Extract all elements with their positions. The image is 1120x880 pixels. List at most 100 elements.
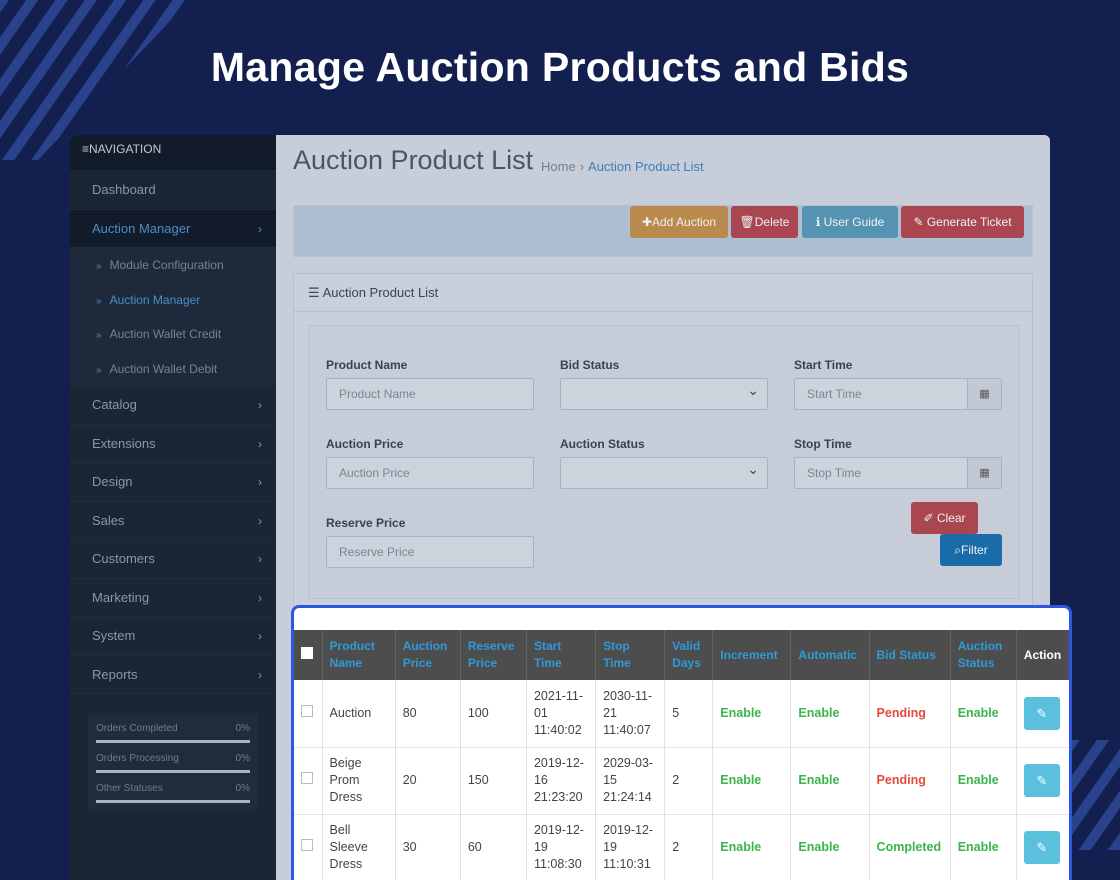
- chevron-right-icon: ›: [258, 475, 262, 489]
- start-time-input[interactable]: Start Time ▦: [794, 378, 1002, 410]
- breadcrumb-home[interactable]: Home: [541, 159, 576, 174]
- column-header[interactable]: Increment: [712, 630, 792, 680]
- column-header[interactable]: Auction Status: [950, 630, 1017, 680]
- column-header[interactable]: Product Name: [322, 630, 396, 680]
- sidebar-item-marketing[interactable]: Marketing ›: [70, 579, 276, 617]
- reserve-price-cell: 150: [460, 747, 527, 815]
- sidebar-subitem-module-configuration[interactable]: » Module Configuration: [70, 248, 276, 283]
- progress-bar: [96, 770, 250, 773]
- column-header[interactable]: Stop Time: [595, 630, 666, 680]
- sidebar-item-catalog[interactable]: Catalog ›: [70, 386, 276, 425]
- bid-status-cell: Pending: [869, 680, 951, 748]
- column-header[interactable]: Reserve Price: [460, 630, 527, 680]
- product-name-cell: Auction: [322, 680, 396, 748]
- column-header-action: Action: [1016, 630, 1069, 680]
- reserve-price-input[interactable]: Reserve Price: [326, 536, 534, 568]
- product-name-input[interactable]: Product Name: [326, 378, 534, 410]
- column-header[interactable]: Start Time: [526, 630, 597, 680]
- bid-status-label: Bid Status: [560, 358, 620, 372]
- progress-bar: [96, 800, 250, 803]
- edit-pencil-icon[interactable]: ✎: [1023, 696, 1060, 730]
- bid-status-cell: Completed: [869, 814, 951, 880]
- stop-time-cell: 2019-12-19 11:10:31: [595, 814, 666, 880]
- auction-price-input[interactable]: Auction Price: [326, 457, 534, 489]
- start-time-label: Start Time: [794, 358, 853, 372]
- auction-price-label: Auction Price: [326, 437, 404, 451]
- row-checkbox[interactable]: [301, 772, 313, 784]
- product-name-cell: Beige Prom Dress: [322, 747, 396, 815]
- stop-time-input[interactable]: Stop Time ▦: [794, 457, 1002, 489]
- start-time-cell: 2021-11-01 11:40:02: [526, 680, 597, 748]
- column-header[interactable]: Valid Days: [664, 630, 714, 680]
- valid-days-cell: 2: [664, 747, 714, 815]
- auction-status-select[interactable]: [560, 454, 768, 489]
- sidebar-item-customers[interactable]: Customers ›: [70, 540, 276, 579]
- nav-header[interactable]: ≡NAVIGATION: [70, 135, 276, 171]
- auction-status-cell: Enable: [950, 814, 1017, 880]
- valid-days-cell: 5: [664, 680, 714, 748]
- start-time-cell: 2019-12-19 11:08:30: [526, 814, 597, 880]
- chevron-right-icon: ›: [258, 552, 262, 566]
- sidebar-item-sales[interactable]: Sales ›: [70, 502, 276, 540]
- panel-header: ☰ Auction Product List: [294, 274, 1032, 312]
- table-header-row: Product Name Auction Price Reserve Price…: [294, 630, 1069, 680]
- progress-bar: [96, 740, 250, 743]
- sidebar-subitem-auction-wallet-credit[interactable]: » Auction Wallet Credit: [70, 317, 276, 352]
- chevron-right-icon: ›: [258, 590, 262, 605]
- product-name-cell: Bell Sleeve Dress: [322, 814, 396, 880]
- calendar-icon[interactable]: ▦: [967, 458, 1001, 488]
- chevron-right-icon: ›: [258, 513, 262, 528]
- search-icon: ⌕: [954, 543, 962, 557]
- select-all-checkbox[interactable]: [301, 646, 313, 659]
- column-header[interactable]: Bid Status: [869, 630, 951, 680]
- plus-icon: ✚: [641, 215, 652, 229]
- reserve-price-label: Reserve Price: [326, 516, 406, 530]
- page-title: Auction Product List: [293, 145, 534, 175]
- row-checkbox[interactable]: [301, 704, 313, 717]
- bid-status-cell: Pending: [869, 747, 951, 815]
- action-cell: ✎: [1016, 747, 1069, 815]
- row-checkbox[interactable]: [301, 839, 313, 851]
- increment-cell: Enable: [712, 747, 792, 815]
- clear-button[interactable]: ✐ Clear: [911, 502, 978, 534]
- add-auction-button[interactable]: ✚Add Auction: [630, 206, 728, 238]
- sidebar-item-reports[interactable]: Reports ›: [70, 656, 276, 694]
- generate-ticket-button[interactable]: ✎ Generate Ticket: [901, 206, 1024, 238]
- column-header[interactable]: Auction Price: [395, 630, 461, 680]
- sidebar-item-design[interactable]: Design ›: [70, 463, 276, 502]
- product-list-panel: ☰ Auction Product List Product Name Prod…: [293, 273, 1033, 613]
- automatic-cell: Enable: [790, 814, 870, 880]
- sidebar: ≡NAVIGATION Dashboard Auction Manager › »…: [70, 135, 276, 880]
- edit-pencil-icon[interactable]: ✎: [1023, 764, 1060, 797]
- sidebar-subitem-auction-wallet-debit[interactable]: » Auction Wallet Debit: [70, 351, 276, 386]
- sidebar-item-system[interactable]: System ›: [70, 617, 276, 656]
- user-guide-button[interactable]: ℹ User Guide: [802, 206, 898, 238]
- chevron-right-icon: ›: [258, 667, 262, 682]
- hero-title: Manage Auction Products and Bids: [210, 44, 910, 90]
- ticket-icon: ✎: [913, 215, 927, 229]
- breadcrumb: Home › Auction Product List: [541, 159, 704, 174]
- sidebar-item-dashboard[interactable]: Dashboard: [70, 171, 276, 210]
- stop-time-cell: 2029-03-15 21:24:14: [595, 747, 666, 815]
- edit-pencil-icon[interactable]: ✎: [1023, 831, 1060, 864]
- filter-button[interactable]: ⌕Filter: [940, 534, 1002, 566]
- chevron-right-icon: ›: [258, 436, 262, 451]
- action-cell: ✎: [1016, 814, 1069, 880]
- auction-status-cell: Enable: [950, 747, 1017, 815]
- trash-icon: 🗑: [739, 215, 755, 229]
- bid-status-select[interactable]: [560, 375, 768, 410]
- calendar-icon[interactable]: ▦: [967, 379, 1001, 409]
- sidebar-item-extensions[interactable]: Extensions ›: [70, 425, 276, 463]
- filter-form: Product Name Product Name Bid Status Sta…: [308, 325, 1020, 599]
- breadcrumb-separator: ›: [579, 159, 585, 174]
- column-header[interactable]: Automatic: [790, 630, 870, 680]
- reserve-price-cell: 100: [460, 680, 527, 748]
- delete-button[interactable]: 🗑Delete: [731, 206, 798, 238]
- sidebar-subitem-auction-manager[interactable]: » Auction Manager: [70, 282, 276, 317]
- automatic-cell: Enable: [790, 680, 870, 748]
- chevron-right-icon: ›: [258, 398, 262, 412]
- auction-price-cell: 80: [395, 680, 461, 748]
- list-icon: ☰: [308, 285, 323, 300]
- breadcrumb-current[interactable]: Auction Product List: [588, 159, 704, 174]
- sidebar-item-auction-manager[interactable]: Auction Manager ›: [70, 209, 276, 248]
